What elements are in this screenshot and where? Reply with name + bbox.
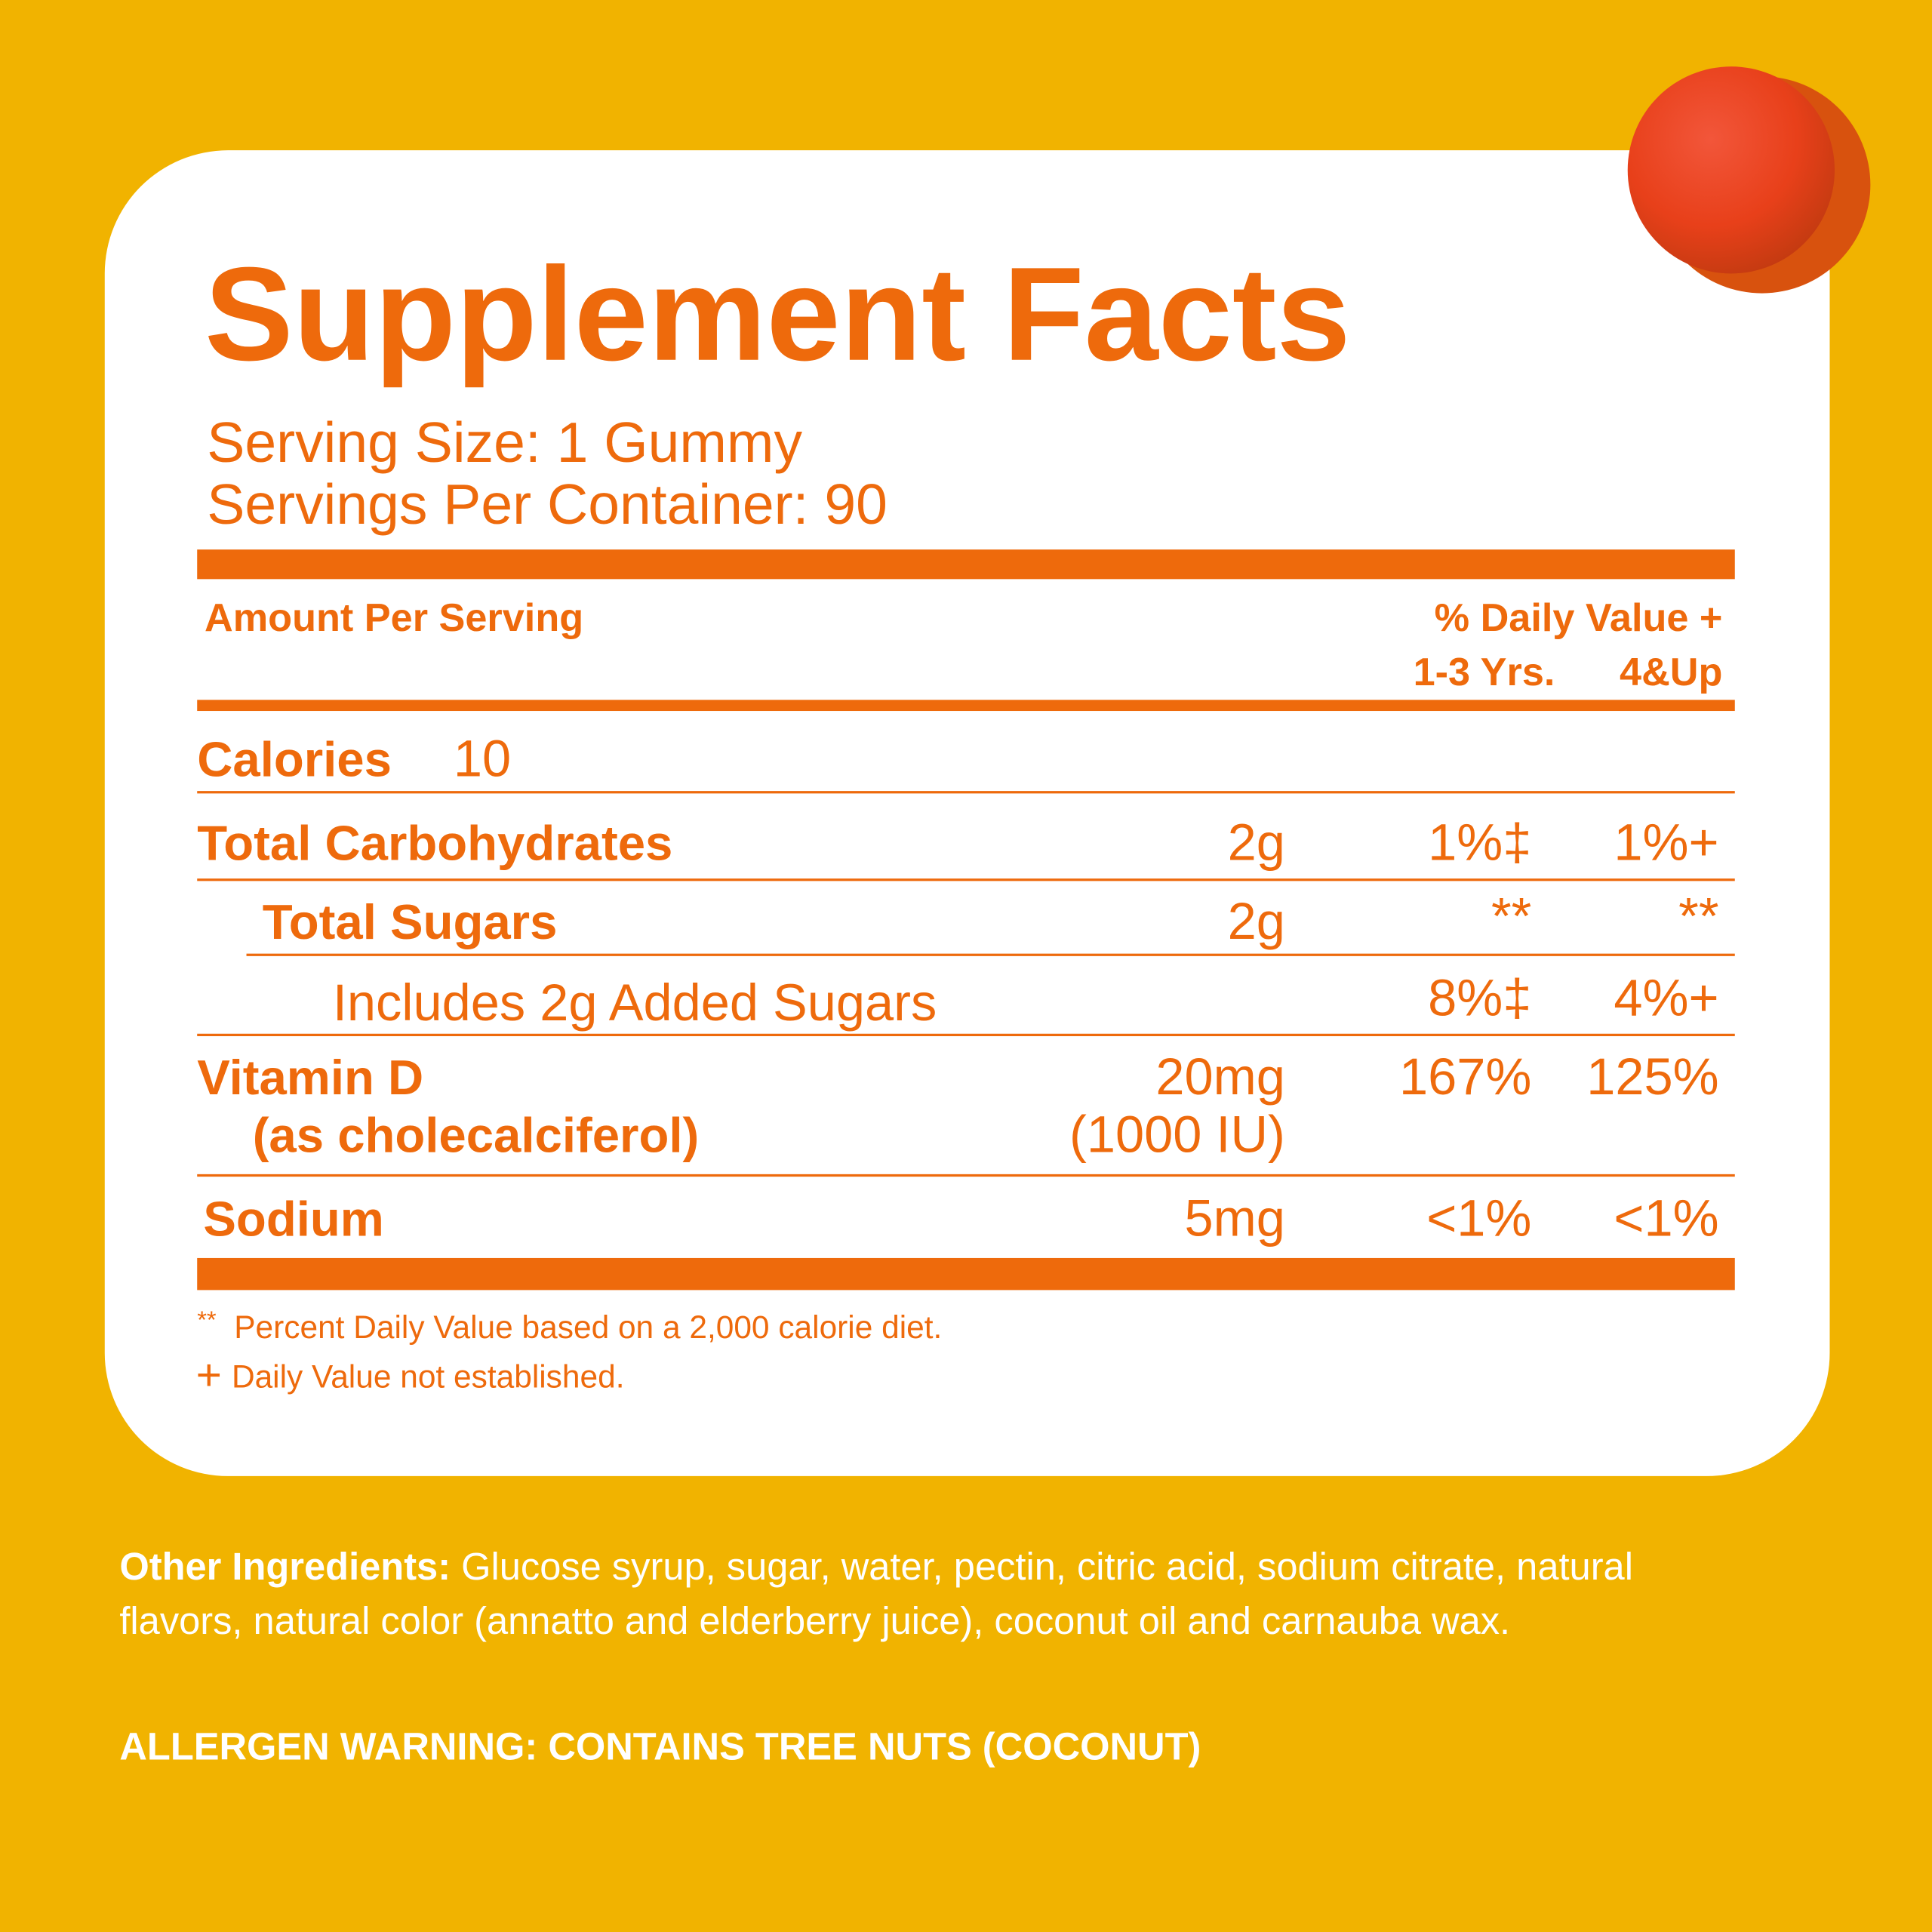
header-amount: Amount Per Serving	[205, 596, 583, 640]
row-dv1: 167%	[1399, 1048, 1531, 1106]
ingredients-label: Other Ingredients:	[119, 1545, 451, 1589]
row-dv2: 1%+	[1614, 814, 1718, 872]
row-subamount: (1000 IU)	[1069, 1106, 1285, 1164]
row-name: Total Sugars	[263, 894, 558, 949]
row-name: Calories	[197, 732, 392, 787]
row-dv2: <1%	[1614, 1189, 1718, 1247]
medium-rule	[197, 700, 1735, 712]
row-subname: (as cholecalciferol)	[253, 1108, 700, 1163]
row-name: Total Carbohydrates	[197, 816, 672, 871]
card	[104, 150, 1830, 1476]
header-col1: 1-3 Yrs.	[1414, 651, 1555, 694]
ingredients-text: Glucose syrup, sugar, water, pectin, cit…	[119, 1545, 1633, 1643]
row-dv1: <1%	[1426, 1189, 1531, 1247]
row-name: Sodium	[203, 1192, 383, 1247]
row-amount: 10	[454, 730, 511, 788]
title: Supplement Facts	[205, 240, 1351, 389]
row-name: Vitamin D	[197, 1050, 423, 1105]
row-dv1: 1%‡	[1428, 814, 1531, 872]
ingredients: Other Ingredients: Glucose syrup, sugar,…	[119, 1540, 1758, 1649]
thick-rule	[197, 549, 1735, 580]
thick-rule	[197, 1257, 1735, 1291]
serving-size: Serving Size: 1 Gummy	[207, 411, 802, 474]
row-amount: 5mg	[1184, 1189, 1284, 1247]
gummy	[1627, 66, 1835, 274]
row-dv1: **	[1491, 888, 1531, 946]
servings-per-container: Servings Per Container: 90	[207, 472, 888, 536]
row-amount: 20mg	[1155, 1048, 1285, 1106]
row-amount: 2g	[1228, 892, 1285, 950]
row-dv2: 125%	[1586, 1048, 1718, 1106]
row-amount: 2g	[1228, 814, 1285, 872]
footnote-mark: +	[196, 1351, 222, 1400]
row-dv2: **	[1678, 888, 1718, 946]
row-dv2: 4%+	[1614, 968, 1718, 1026]
footnote-text: Percent Daily Value based on a 2,000 cal…	[234, 1309, 942, 1345]
footnote-text: Daily Value not established.	[232, 1358, 625, 1394]
row-name: Includes 2g Added Sugars	[333, 974, 937, 1032]
footnote-mark: **	[197, 1306, 217, 1334]
header-daily-value: % Daily Value +	[1435, 596, 1723, 640]
allergen-warning: ALLERGEN WARNING: CONTAINS TREE NUTS (CO…	[119, 1724, 1201, 1768]
row-dv1: 8%‡	[1428, 968, 1531, 1026]
header-col2: 4&Up	[1620, 651, 1722, 694]
